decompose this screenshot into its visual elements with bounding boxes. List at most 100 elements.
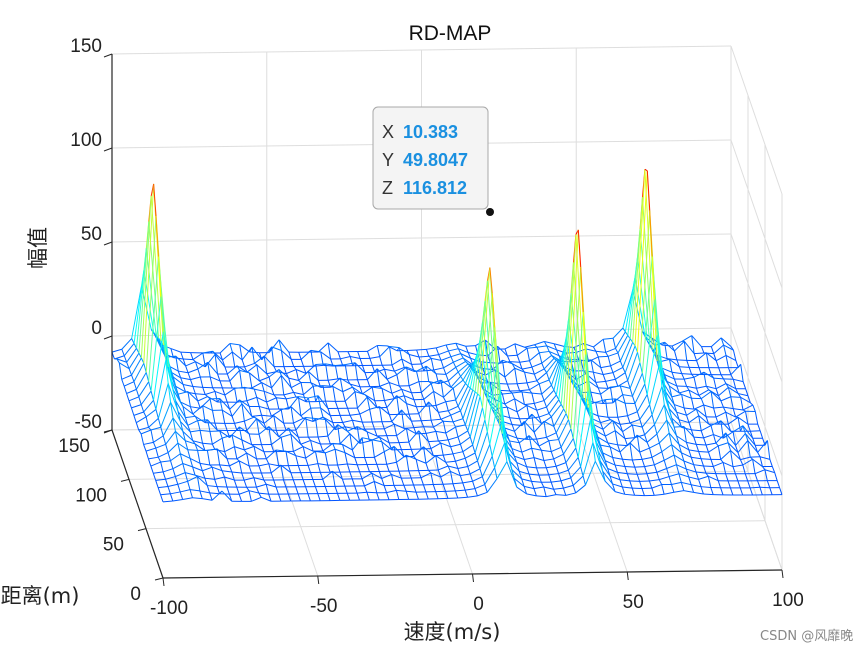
- mesh-segment: [701, 346, 705, 354]
- mesh-segment: [406, 403, 410, 415]
- mesh-segment: [467, 466, 471, 475]
- mesh-segment: [464, 424, 469, 432]
- mesh-segment: [474, 452, 479, 462]
- mesh-segment: [516, 486, 527, 495]
- mesh-segment: [727, 480, 731, 489]
- mesh-segment: [551, 446, 562, 453]
- mesh-segment: [415, 458, 427, 464]
- mesh-segment: [533, 432, 538, 440]
- mesh-segment: [553, 408, 565, 427]
- mesh-segment: [437, 412, 442, 420]
- mesh-segment: [219, 464, 223, 471]
- mesh-segment: [460, 353, 464, 359]
- mesh-segment: [449, 471, 454, 484]
- mesh-segment: [593, 346, 597, 352]
- mesh-segment: [288, 351, 292, 360]
- mesh-segment: [256, 364, 268, 375]
- mesh-segment: [514, 398, 518, 412]
- mesh-segment: [759, 456, 763, 467]
- mesh-segment: [396, 366, 407, 376]
- mesh-segment: [179, 491, 184, 500]
- mesh-segment: [256, 364, 260, 381]
- mesh-segment: [212, 387, 216, 392]
- mesh-segment: [626, 473, 631, 482]
- mesh-segment: [499, 394, 503, 422]
- mesh-segment: [666, 464, 677, 469]
- mesh-segment: [489, 267, 501, 425]
- mesh-segment: [243, 387, 248, 401]
- mesh-segment: [460, 376, 464, 381]
- mesh-segment: [413, 427, 417, 435]
- mesh-segment: [172, 498, 183, 502]
- mesh-segment: [600, 386, 611, 395]
- mesh-segment: [675, 464, 680, 474]
- mesh-segment: [273, 366, 277, 372]
- mesh-segment: [364, 457, 368, 465]
- mesh-segment: [167, 383, 172, 403]
- mesh-segment: [121, 379, 125, 387]
- mesh-segment: [636, 434, 648, 443]
- mesh-segment: [189, 489, 200, 492]
- mesh-segment: [560, 480, 564, 489]
- mesh-segment: [503, 443, 508, 462]
- mesh-segment: [502, 392, 513, 395]
- mesh-segment: [737, 440, 749, 453]
- mesh-segment: [464, 458, 469, 467]
- datatip-marker[interactable]: [486, 208, 494, 216]
- mesh-segment: [605, 352, 609, 357]
- mesh-segment: [293, 422, 297, 431]
- mesh-segment: [585, 348, 596, 352]
- mesh-segment: [317, 395, 329, 409]
- mesh-segment: [462, 482, 466, 491]
- mesh-segment: [285, 451, 289, 466]
- mesh-segment: [548, 399, 560, 414]
- mesh-segment: [383, 428, 388, 436]
- mesh-segment: [224, 388, 235, 396]
- mesh-segment: [197, 361, 208, 370]
- mesh-segment: [219, 398, 231, 410]
- mesh-segment: [192, 386, 196, 394]
- mesh-segment: [128, 352, 140, 369]
- mesh-segment: [737, 480, 741, 489]
- mesh-segment: [651, 256, 656, 300]
- mesh-segment: [197, 420, 201, 431]
- mesh-segment: [766, 440, 771, 460]
- mesh-segment: [717, 480, 722, 488]
- mesh-segment: [448, 371, 459, 382]
- mesh-segment: [340, 356, 351, 360]
- mesh-segment: [629, 388, 634, 397]
- mesh-segment: [302, 446, 314, 452]
- mesh-segment: [214, 390, 225, 396]
- mesh-segment: [248, 433, 253, 445]
- mesh-segment: [185, 472, 196, 476]
- mesh-segment: [440, 380, 444, 398]
- mesh-segment: [413, 446, 424, 457]
- mesh-segment: [234, 388, 238, 403]
- mesh-segment: [617, 335, 629, 354]
- mesh-segment: [224, 394, 228, 403]
- mesh-segment: [238, 426, 243, 440]
- mesh-segment: [428, 470, 432, 474]
- mesh-segment: [668, 476, 672, 485]
- mesh-segment: [248, 490, 259, 494]
- mesh-segment: [423, 390, 434, 400]
- mesh-segment: [349, 415, 353, 421]
- mesh-segment: [219, 464, 230, 467]
- mesh-segment: [135, 372, 147, 390]
- mesh-segment: [462, 357, 467, 362]
- mesh-segment: [307, 397, 312, 409]
- mesh-segment: [443, 367, 447, 375]
- mesh-segment: [381, 478, 385, 486]
- mesh-segment: [457, 430, 469, 438]
- mesh-segment: [243, 479, 248, 488]
- mesh-segment: [685, 468, 690, 478]
- datatip[interactable]: X 10.383 Y 49.8047 Z 116.812: [372, 106, 494, 216]
- mesh-segment: [452, 482, 463, 485]
- mesh-segment: [546, 345, 557, 351]
- mesh-segment: [214, 391, 218, 403]
- mesh-segment: [440, 360, 444, 368]
- mesh-segment: [263, 355, 275, 368]
- mesh-segment: [735, 360, 739, 368]
- mesh-segment: [442, 454, 447, 463]
- mesh-segment: [445, 491, 449, 499]
